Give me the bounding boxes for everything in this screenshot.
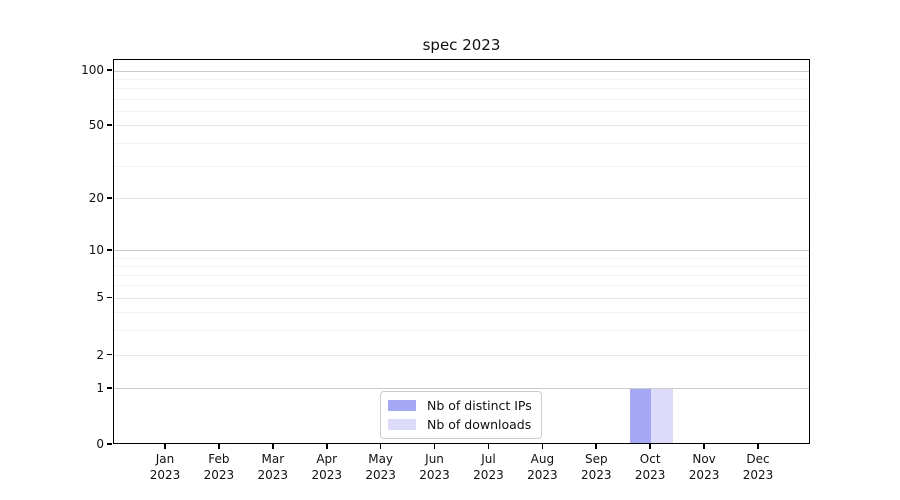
x-tick-year: 2023 bbox=[527, 468, 558, 482]
x-tick-year: 2023 bbox=[203, 468, 235, 482]
y-tick-mark bbox=[107, 353, 112, 356]
y-tick-mark bbox=[107, 296, 112, 299]
gridline-minor bbox=[114, 88, 809, 90]
x-tick-year: 2023 bbox=[742, 468, 774, 482]
legend-swatch bbox=[388, 400, 416, 411]
x-tick-year: 2023 bbox=[634, 468, 666, 482]
gridline-minor bbox=[114, 285, 809, 287]
y-tick-label: 0 bbox=[96, 437, 104, 451]
gridline bbox=[114, 355, 809, 357]
x-tick-month: May bbox=[368, 452, 394, 466]
gridline-minor bbox=[114, 274, 809, 276]
x-tick-mark bbox=[325, 444, 328, 449]
x-tick-mark bbox=[379, 444, 382, 449]
legend: Nb of distinct IPs Nb of downloads bbox=[380, 391, 542, 439]
x-tick-month: Apr bbox=[316, 452, 338, 466]
x-tick-month: Oct bbox=[639, 452, 661, 466]
y-tick-label: 5 bbox=[96, 290, 104, 305]
y-tick-label: 10 bbox=[88, 242, 104, 257]
y-tick-label: 50 bbox=[88, 117, 104, 132]
x-tick-year: 2023 bbox=[688, 468, 720, 482]
gridline bbox=[114, 297, 809, 299]
y-tick-label: 2 bbox=[96, 347, 104, 362]
x-tick-label: Jul 2023 bbox=[456, 451, 520, 483]
bar-downloads bbox=[651, 388, 673, 444]
y-tick-label: 20 bbox=[88, 190, 104, 205]
x-tick-label: Feb 2023 bbox=[187, 451, 251, 483]
gridline-major bbox=[114, 250, 809, 252]
x-tick-year: 2023 bbox=[365, 468, 396, 482]
bar-distinct-ips bbox=[629, 388, 652, 444]
legend-label: Nb of distinct IPs bbox=[427, 398, 532, 413]
x-tick-year: 2023 bbox=[473, 468, 504, 482]
x-tick-month: Sep bbox=[584, 452, 608, 466]
x-tick-label: Jan 2023 bbox=[133, 451, 197, 483]
gridline-major bbox=[114, 70, 809, 72]
y-tick-mark bbox=[107, 387, 112, 389]
x-tick-mark bbox=[272, 444, 274, 449]
x-tick-month: Feb bbox=[208, 452, 230, 466]
legend-swatch bbox=[388, 419, 416, 430]
y-tick-label: 100 bbox=[81, 63, 104, 77]
x-tick-year: 2023 bbox=[311, 468, 342, 482]
gridline-minor bbox=[114, 311, 809, 313]
x-tick-label: May 2023 bbox=[349, 451, 413, 483]
y-tick-mark bbox=[107, 197, 112, 199]
x-tick-month: Jun bbox=[425, 452, 444, 466]
x-tick-mark bbox=[595, 444, 598, 449]
gridline-minor bbox=[114, 265, 809, 267]
gridline-minor bbox=[114, 257, 809, 259]
x-tick-label: Aug 2023 bbox=[510, 451, 574, 483]
gridline bbox=[114, 125, 809, 127]
x-tick-mark bbox=[649, 444, 651, 449]
x-tick-label: Mar 2023 bbox=[241, 451, 305, 483]
plot-area: Nb of distinct IPs Nb of downloads bbox=[113, 59, 810, 444]
gridline bbox=[114, 198, 809, 200]
legend-item: Nb of downloads bbox=[388, 417, 532, 432]
x-tick-month: Nov bbox=[692, 452, 716, 466]
gridline-minor bbox=[114, 111, 809, 113]
x-tick-mark bbox=[487, 444, 490, 449]
gridline-minor bbox=[114, 329, 809, 331]
x-tick-label: Apr 2023 bbox=[295, 451, 359, 483]
x-tick-label: Oct 2023 bbox=[618, 451, 682, 483]
chart-title: spec 2023 bbox=[422, 36, 501, 54]
gridline-minor bbox=[114, 78, 809, 80]
x-tick-month: Jan bbox=[155, 452, 175, 466]
gridline-minor bbox=[114, 166, 809, 168]
x-tick-mark bbox=[433, 444, 436, 449]
gridline-minor bbox=[114, 143, 809, 145]
x-tick-month: Jul bbox=[481, 452, 496, 466]
x-tick-month: Mar bbox=[261, 452, 285, 466]
x-tick-label: Sep 2023 bbox=[564, 451, 628, 483]
y-tick-label: 1 bbox=[96, 380, 104, 395]
x-tick-mark bbox=[757, 444, 759, 449]
legend-item: Nb of distinct IPs bbox=[388, 398, 532, 413]
x-tick-mark bbox=[218, 444, 220, 449]
x-tick-year: 2023 bbox=[257, 468, 289, 482]
x-tick-year: 2023 bbox=[419, 468, 450, 482]
x-tick-label: Nov 2023 bbox=[672, 451, 736, 483]
x-tick-month: Aug bbox=[530, 452, 555, 466]
y-tick-mark bbox=[107, 249, 112, 251]
x-tick-month: Dec bbox=[746, 452, 770, 466]
y-tick-mark bbox=[107, 69, 112, 71]
x-tick-mark bbox=[703, 444, 705, 449]
x-tick-label: Dec 2023 bbox=[726, 451, 790, 483]
y-tick-mark bbox=[107, 443, 112, 445]
x-tick-mark bbox=[164, 444, 166, 449]
x-tick-year: 2023 bbox=[580, 468, 612, 482]
legend-label: Nb of downloads bbox=[427, 417, 532, 432]
gridline-major bbox=[114, 388, 809, 390]
gridline-minor bbox=[114, 98, 809, 100]
y-tick-mark bbox=[107, 124, 112, 126]
x-tick-label: Jun 2023 bbox=[403, 451, 467, 483]
x-tick-mark bbox=[541, 444, 544, 449]
x-tick-year: 2023 bbox=[149, 468, 181, 482]
